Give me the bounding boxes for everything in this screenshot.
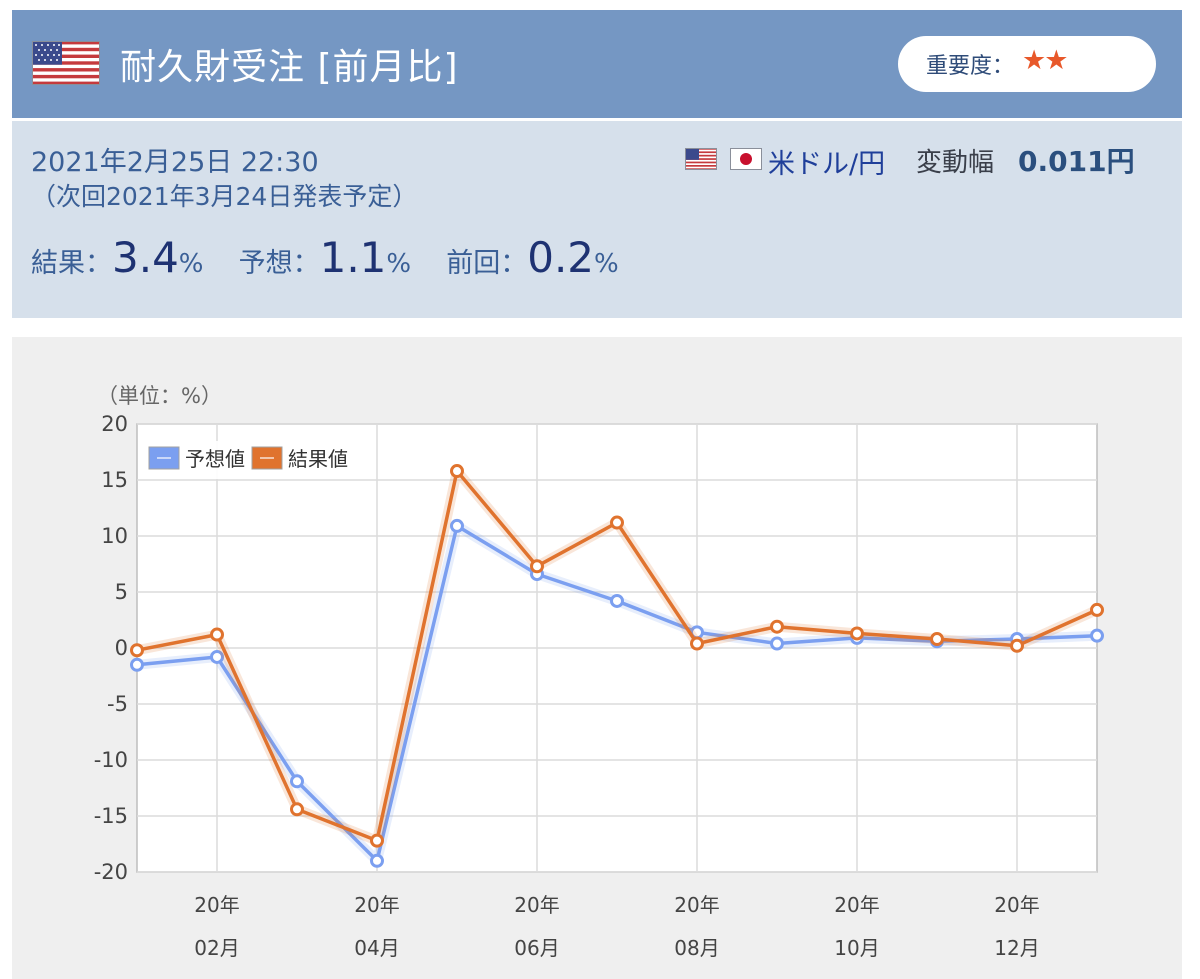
y-tick-label: 15 — [101, 468, 128, 492]
data-point-actual — [930, 632, 944, 647]
line-chart: 20 15 10 5 0 -5 -10 -15 -20 20年 02月 20年 04月 20年 06月 20年… — [94, 384, 1104, 960]
data-point-forecast — [450, 518, 464, 533]
data-point-actual — [290, 802, 304, 817]
y-tick-label: 0 — [115, 636, 128, 660]
legend-label: 予想値 — [185, 447, 245, 471]
y-tick-label: -10 — [94, 748, 128, 772]
data-point-actual — [130, 643, 144, 658]
forecast-label: 予想： — [238, 248, 320, 279]
data-point-actual — [690, 636, 704, 651]
data-point-actual — [530, 559, 544, 574]
data-point-actual — [1010, 638, 1024, 653]
x-tick-year: 20年 — [354, 893, 399, 917]
currency-pair-flags — [685, 148, 763, 170]
data-point-forecast — [370, 853, 384, 868]
x-tick-month: 10月 — [834, 936, 879, 960]
next-release-note: （次回2021年3月24日発表予定） — [31, 182, 418, 211]
data-point-forecast — [210, 649, 224, 664]
indicator-title: 耐久財受注 [前月比] — [120, 47, 459, 88]
x-tick-year: 20年 — [994, 893, 1039, 917]
data-point-actual — [1090, 602, 1104, 617]
x-tick-year: 20年 — [514, 893, 559, 917]
data-point-forecast — [770, 636, 784, 651]
x-tick-month: 04月 — [354, 936, 399, 960]
data-point-forecast — [610, 593, 624, 608]
unit-label: （単位：%） — [97, 384, 222, 408]
importance-label: 重要度： — [926, 54, 1015, 79]
range-value: 0.011円 — [1018, 145, 1135, 178]
y-tick-label: 20 — [101, 412, 128, 436]
y-tick-label: -20 — [94, 860, 128, 884]
stats-row: 結果：3.4% 予想：1.1% 前回：0.2% — [31, 233, 649, 282]
range-label: 変動幅 — [916, 148, 995, 178]
x-tick-month: 06月 — [514, 936, 559, 960]
actual-unit: % — [178, 249, 204, 279]
release-datetime: 2021年2月25日 22:30 — [31, 147, 319, 178]
previous-value: 0.2 — [527, 233, 595, 282]
forecast-unit: % — [386, 249, 412, 279]
x-tick-year: 20年 — [674, 893, 719, 917]
jp-flag-icon — [730, 148, 763, 170]
y-tick-label: -15 — [94, 804, 128, 828]
data-point-actual — [210, 627, 224, 642]
previous-unit: % — [594, 249, 619, 279]
currency-pair-link[interactable]: 米ドル/円 — [768, 149, 886, 180]
importance-stars-icon: ★★ — [1022, 45, 1068, 76]
chart-panel: 20 15 10 5 0 -5 -10 -15 -20 20年 02月 20年 04月 20年 06月 20年… — [12, 337, 1182, 979]
y-tick-label: -5 — [107, 692, 128, 716]
release-info-panel: 2021年2月25日 22:30 （次回2021年3月24日発表予定） 米ドル/… — [12, 121, 1182, 318]
us-flag-icon — [685, 148, 717, 170]
forecast-value: 1.1 — [319, 233, 387, 282]
x-tick-month: 12月 — [994, 936, 1039, 960]
legend-label: 結果値 — [288, 447, 348, 471]
data-point-forecast — [290, 774, 304, 789]
previous-label: 前回： — [446, 248, 528, 279]
x-tick-month: 02月 — [194, 936, 239, 960]
data-point-actual — [610, 515, 624, 530]
x-tick-month: 08月 — [674, 936, 719, 960]
x-tick-year: 20年 — [194, 893, 239, 917]
y-tick-label: 10 — [101, 524, 128, 548]
data-point-actual — [850, 626, 864, 641]
indicator-header: 耐久財受注 [前月比] 重要度： ★★ — [12, 10, 1182, 118]
x-tick-year: 20年 — [834, 893, 879, 917]
data-point-forecast — [1090, 628, 1104, 643]
data-point-actual — [770, 619, 784, 634]
data-point-actual — [370, 833, 384, 848]
importance-badge: 重要度： ★★ — [898, 36, 1156, 92]
data-point-actual — [450, 464, 464, 479]
actual-label: 結果： — [31, 248, 112, 279]
y-tick-label: 5 — [115, 580, 128, 604]
actual-value: 3.4 — [112, 233, 179, 282]
data-point-forecast — [130, 657, 144, 672]
us-flag-icon — [32, 41, 100, 85]
